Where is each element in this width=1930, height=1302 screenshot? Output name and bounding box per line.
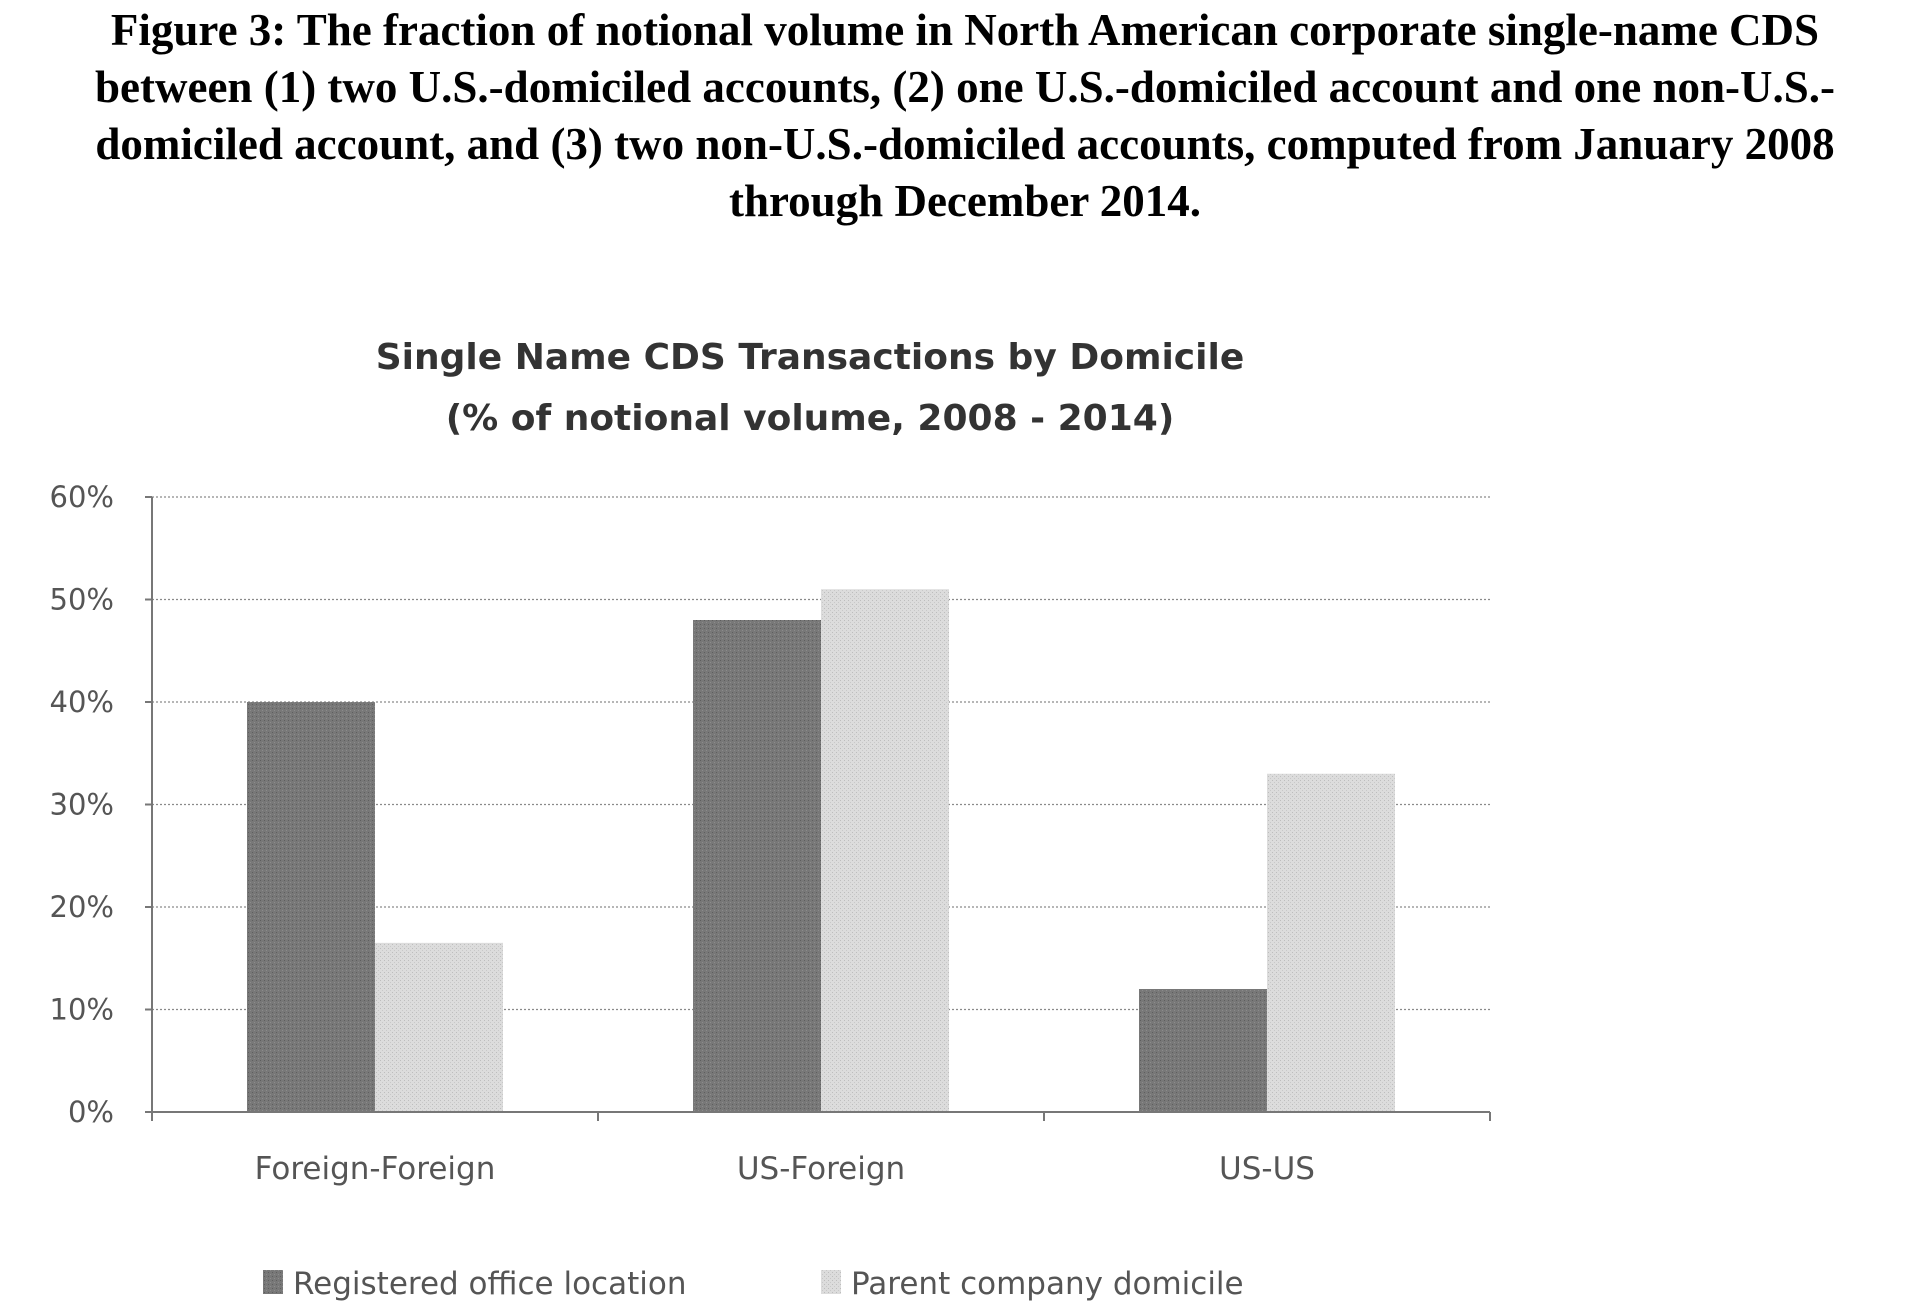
y-tick-label: 0%: [68, 1095, 114, 1129]
bar-parent-company-2: [821, 589, 949, 1112]
legend-label: Parent company domicile: [851, 1266, 1244, 1302]
x-category-label: Foreign-Foreign: [255, 1151, 496, 1187]
figure-caption-line-4: through December 2014.: [728, 176, 1202, 226]
legend-swatch: [263, 1270, 283, 1294]
figure-caption: Figure 3: The fraction of notional volum…: [0, 2, 1930, 230]
legend-item-registered-office: Registered office location: [263, 1266, 686, 1302]
x-category-label: US-US: [1219, 1151, 1315, 1187]
chart-subtitle: (% of notional volume, 2008 - 2014): [446, 398, 1175, 439]
chart-title: Single Name CDS Transactions by Domicile: [376, 337, 1244, 378]
x-category-label: US-Foreign: [737, 1151, 905, 1187]
figure-caption-line-1: Figure 3: The fraction of notional volum…: [110, 5, 1820, 55]
y-tick-label: 10%: [50, 993, 114, 1027]
figure-caption-line-3: domiciled account, and (3) two non-U.S.-…: [95, 119, 1835, 169]
y-tick-label: 20%: [50, 890, 114, 924]
y-tick-label: 30%: [50, 788, 114, 822]
bar-registered-office-3: [1139, 989, 1267, 1112]
bar-parent-company-3: [1267, 773, 1395, 1112]
bar-registered-office-1: [247, 702, 375, 1112]
y-tick-label: 50%: [50, 583, 114, 617]
bar-parent-company-1: [375, 942, 503, 1112]
bar-registered-office-2: [693, 620, 821, 1112]
legend-label: Registered office location: [293, 1266, 686, 1302]
legend-swatch: [821, 1270, 841, 1294]
y-tick-label: 40%: [50, 685, 114, 719]
figure-caption-line-2: between (1) two U.S.-domiciled accounts,…: [95, 62, 1835, 112]
y-tick-label: 60%: [50, 480, 114, 514]
legend-item-parent-company: Parent company domicile: [821, 1266, 1244, 1302]
